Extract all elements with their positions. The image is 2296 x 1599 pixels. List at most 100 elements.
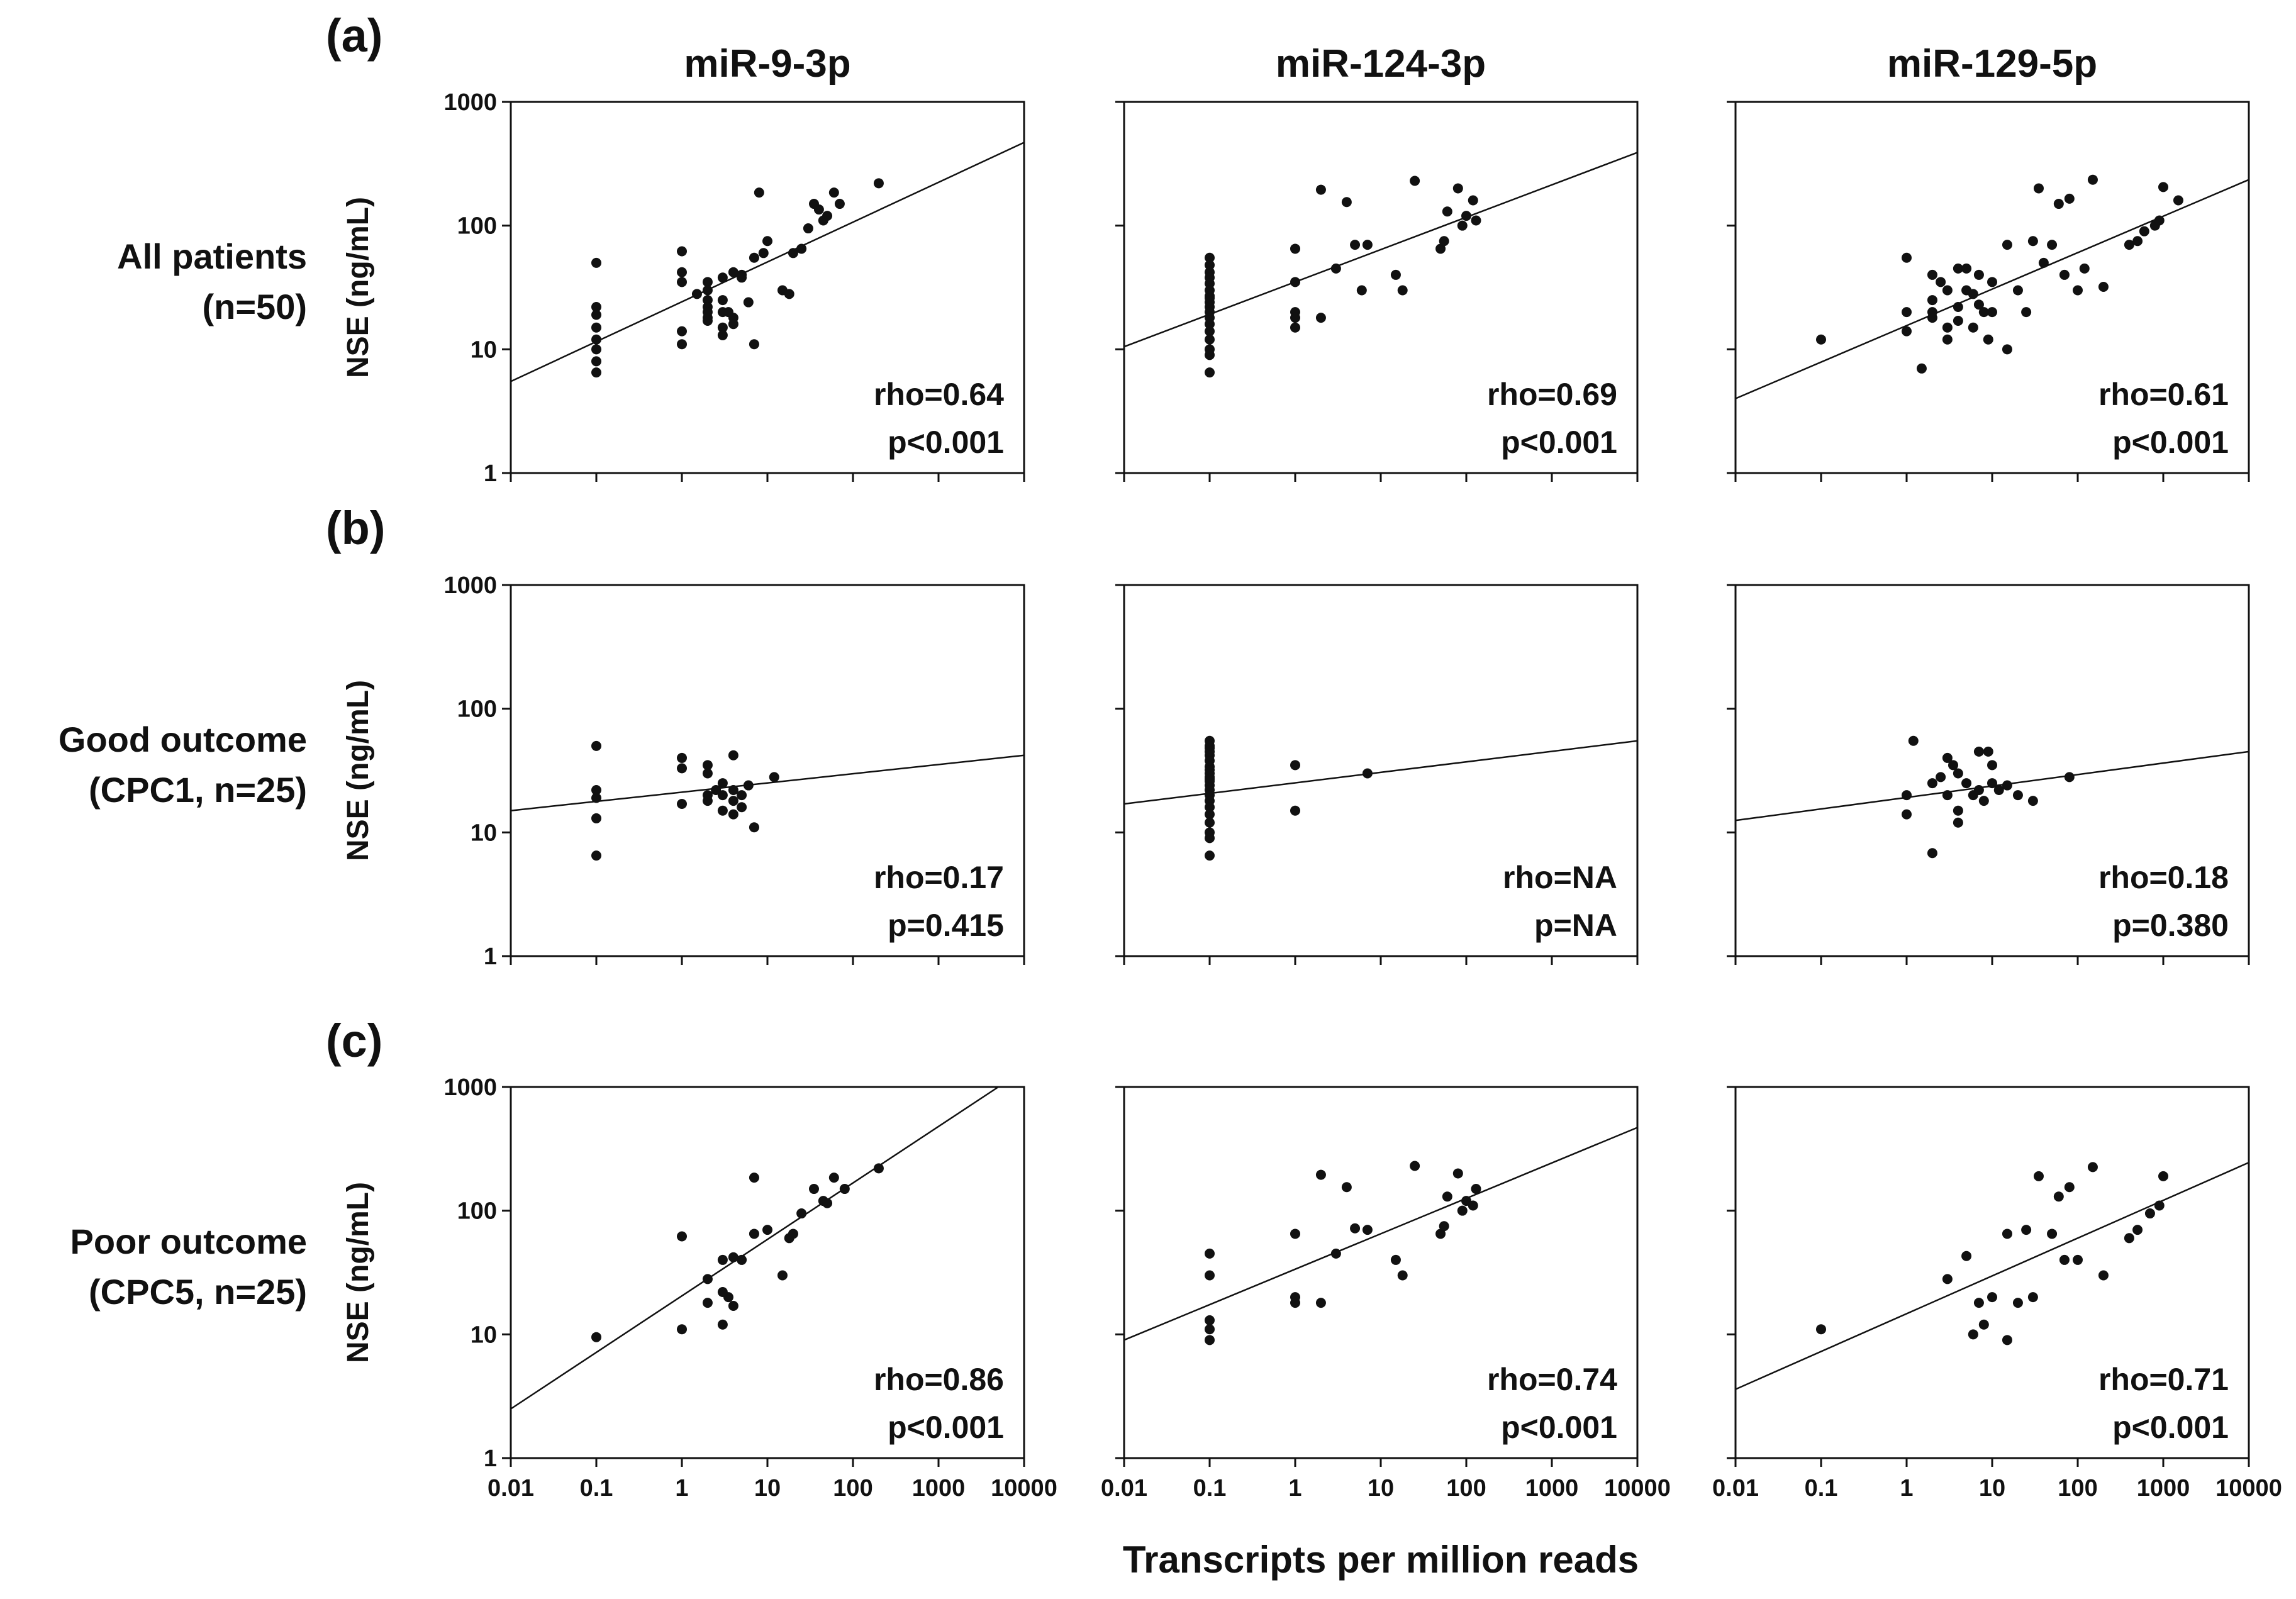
x-tick-label: 1 [675, 1475, 688, 1502]
data-point [2064, 772, 2075, 783]
y-tick-label: 10 [471, 337, 497, 363]
data-point [2064, 193, 2075, 204]
data-point [2059, 1254, 2070, 1265]
data-point [2038, 257, 2049, 268]
data-point [737, 272, 747, 283]
p-value-label: p<0.001 [2112, 425, 2229, 460]
regression-line [510, 1086, 999, 1410]
data-point [828, 1173, 839, 1183]
regression-line [1123, 152, 1638, 348]
data-point [1936, 772, 1946, 783]
rho-label: rho=0.17 [874, 860, 1004, 895]
y-axis-label: NSE (ng/mL) [342, 197, 375, 378]
data-point [1973, 746, 1984, 757]
data-point [749, 1228, 759, 1239]
x-tick-label: 0.01 [1101, 1475, 1147, 1502]
data-point [677, 339, 687, 350]
data-point [754, 187, 764, 198]
data-point [1205, 833, 1215, 844]
data-point [1205, 1248, 1215, 1259]
data-point [717, 272, 728, 283]
x-tick-label: 10000 [2215, 1475, 2282, 1502]
data-point [1902, 252, 1912, 263]
data-point [1468, 1200, 1478, 1211]
data-point [728, 784, 738, 795]
data-point [1356, 285, 1367, 296]
row-label-line1: All patients [117, 237, 307, 276]
y-tick-label: 100 [457, 213, 497, 240]
plot-frame [510, 101, 1025, 474]
data-point [749, 822, 759, 833]
data-point [1978, 796, 1989, 806]
data-point [743, 297, 754, 308]
data-point [1390, 269, 1401, 280]
data-point [784, 289, 794, 299]
data-point [702, 285, 713, 296]
data-point [2064, 1182, 2075, 1193]
data-point [1457, 220, 1468, 231]
data-point [717, 805, 728, 816]
row-label-line1: Good outcome [59, 720, 307, 759]
data-point [822, 1198, 833, 1208]
data-point [813, 204, 824, 215]
p-value-label: p<0.001 [1501, 1410, 1617, 1445]
data-point [2027, 236, 2038, 247]
data-point [796, 1208, 807, 1219]
y-tick-label: 1 [484, 944, 497, 970]
data-point [591, 367, 601, 378]
data-point [2124, 240, 2134, 250]
data-point [737, 1254, 747, 1265]
data-point [591, 784, 601, 795]
data-point [1205, 319, 1215, 330]
data-point [2012, 790, 2023, 801]
data-point [2132, 1225, 2143, 1235]
data-point [677, 799, 687, 810]
data-point [1987, 1292, 1997, 1303]
data-point [1942, 285, 1953, 296]
data-point [1902, 307, 1912, 318]
data-point [1315, 313, 1326, 323]
x-tick-label: 10000 [991, 1475, 1057, 1502]
data-point [1968, 289, 1978, 299]
data-point [1315, 1298, 1326, 1308]
data-point [1330, 263, 1341, 274]
regression-line [510, 142, 1025, 382]
data-point [1205, 350, 1215, 360]
x-tick-label: 10 [754, 1475, 781, 1502]
data-point [1902, 326, 1912, 337]
data-point [1442, 1191, 1452, 1202]
data-point [2033, 1171, 2044, 1181]
data-point [1205, 1335, 1215, 1346]
data-point [1993, 784, 2004, 795]
data-point [702, 796, 713, 806]
rho-label: rho=0.64 [874, 377, 1004, 412]
data-point [1362, 240, 1373, 250]
data-point [1205, 817, 1215, 828]
data-point [591, 813, 601, 823]
x-tick-label: 0.01 [1712, 1475, 1759, 1502]
data-point [1953, 316, 1963, 326]
data-point [1290, 313, 1300, 323]
y-tick-label: 1000 [443, 572, 497, 599]
data-point [591, 793, 601, 803]
data-point [677, 1324, 687, 1335]
data-point [1410, 1161, 1420, 1171]
data-point [1816, 334, 1826, 345]
data-point [591, 334, 601, 345]
data-point [1471, 215, 1481, 226]
data-point [1435, 1228, 1446, 1239]
data-point [1439, 236, 1449, 247]
data-point [1205, 326, 1215, 337]
data-point [717, 1286, 728, 1297]
data-point [717, 322, 728, 333]
panel-label: (b) [326, 502, 386, 554]
data-point [1452, 1168, 1463, 1179]
data-point [1290, 243, 1300, 254]
data-point [2098, 281, 2109, 292]
data-point [1362, 1225, 1373, 1235]
data-point [777, 1270, 788, 1281]
data-point [717, 1319, 728, 1330]
data-point [1205, 802, 1215, 813]
data-point [2073, 285, 2083, 296]
